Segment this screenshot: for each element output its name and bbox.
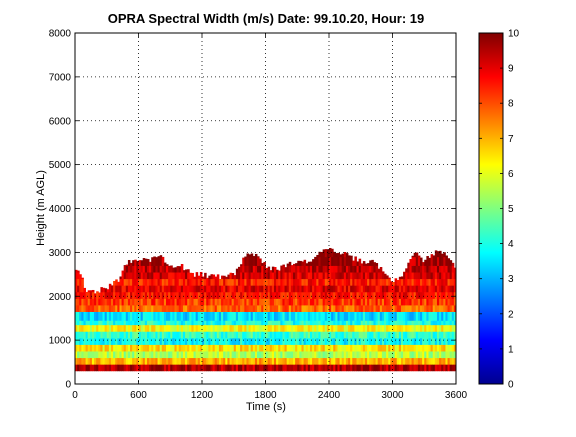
y-tick-label: 6000 [49, 116, 72, 127]
heatmap-cell [376, 263, 379, 266]
heatmap-cell [160, 255, 163, 257]
heatmap-cell [81, 279, 84, 286]
heatmap-cell [83, 288, 86, 292]
colorbar-tick-label: 5 [508, 204, 514, 215]
colorbar-tick-label: 9 [508, 64, 514, 75]
heatmap-cell [217, 274, 220, 279]
colorbar-tick-label: 10 [508, 29, 520, 40]
y-tick-label: 5000 [49, 160, 72, 171]
y-tick-label: 3000 [49, 248, 72, 259]
colorbar-tick-label: 6 [508, 169, 514, 180]
heatmap-cell [166, 264, 169, 266]
heatmap-cell [200, 272, 203, 273]
heatmap-cell [181, 264, 184, 266]
x-axis-label: Time (s) [246, 401, 286, 413]
heatmap-cell [92, 290, 95, 292]
colorbar-tick-label: 7 [508, 134, 514, 145]
y-tick-label: 8000 [49, 29, 72, 40]
heatmap-cell [77, 271, 80, 273]
heatmap-cell [354, 256, 357, 257]
heatmap-cell [426, 256, 429, 257]
heatmap-cell [81, 278, 84, 279]
heatmap-cell [153, 257, 156, 258]
x-tick-label: 600 [130, 390, 147, 401]
y-tick-label: 7000 [49, 72, 72, 83]
x-tick-label: 3000 [381, 390, 404, 401]
colorbar-tick-label: 8 [508, 99, 514, 110]
heatmap-cell [187, 269, 190, 272]
colorbar [479, 33, 503, 384]
y-tick-label: 1000 [49, 336, 72, 347]
x-tick-label: 3600 [445, 390, 468, 401]
heatmap-cell [257, 256, 260, 257]
y-tick-label: 0 [65, 380, 71, 391]
heatmap-cell [445, 256, 448, 258]
colorbar-tick-label: 0 [508, 380, 514, 391]
heatmap-cell [282, 265, 285, 266]
x-tick-label: 1200 [191, 390, 214, 401]
colorbar-tick-label: 4 [508, 239, 514, 250]
heatmap-cell [452, 263, 455, 266]
heatmap-cell [96, 291, 99, 292]
heatmap-cell [350, 256, 353, 258]
y-axis-label: Height (m AGL) [35, 170, 47, 246]
chart-title: OPRA Spectral Width (m/s) Date: 99.10.20… [108, 11, 425, 26]
heatmap-cell [382, 271, 385, 272]
heatmap-cell [418, 256, 421, 258]
x-tick-label: 1800 [254, 390, 277, 401]
colorbar-tick-label: 1 [508, 344, 514, 355]
colorbar-tick-label: 2 [508, 309, 514, 320]
y-tick-label: 4000 [49, 204, 72, 215]
heatmap-cell [395, 278, 398, 279]
colorbar-tick-label: 3 [508, 274, 514, 285]
y-tick-label: 2000 [49, 292, 72, 303]
x-tick-label: 2400 [318, 390, 341, 401]
heatmap-cell [388, 278, 391, 279]
x-tick-label: 0 [72, 390, 78, 401]
